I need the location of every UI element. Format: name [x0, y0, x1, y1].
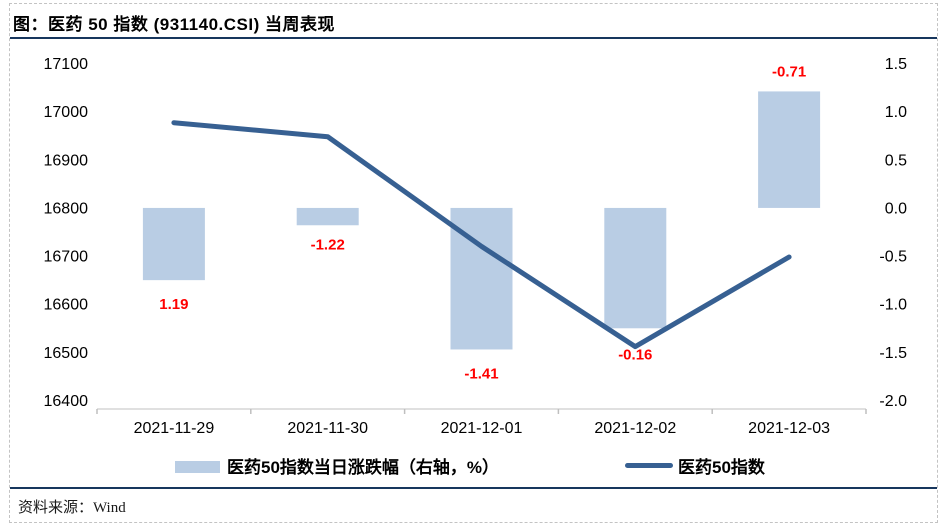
- x-axis-date-label: 2021-12-01: [441, 420, 523, 437]
- right-axis-tick-label: 1.5: [885, 56, 907, 73]
- legend-line-label: 医药50指数: [678, 458, 765, 477]
- bar-daily-change: [142, 207, 205, 281]
- bar-daily-change: [296, 207, 359, 226]
- right-axis-tick-label: 0.0: [885, 200, 907, 217]
- bar-value-label: -1.22: [311, 236, 345, 253]
- x-axis-date-label: 2021-12-03: [748, 420, 830, 437]
- bar-value-label: 1.19: [159, 296, 188, 313]
- bar-daily-change: [758, 91, 821, 208]
- x-axis-date-label: 2021-11-29: [134, 420, 215, 437]
- title-underline: [10, 37, 937, 39]
- right-axis-tick-label: 0.5: [885, 152, 907, 169]
- legend-bar-swatch: [175, 461, 220, 473]
- figure-title: 图：医药 50 指数 (931140.CSI) 当周表现: [13, 15, 335, 34]
- x-axis-date-label: 2021-12-02: [594, 420, 676, 437]
- left-axis-tick-label: 16400: [44, 393, 89, 410]
- bar-daily-change: [604, 207, 667, 329]
- left-axis-tick-label: 16500: [44, 345, 89, 362]
- bar-value-label: -0.16: [618, 346, 652, 363]
- bar-value-label: -1.41: [464, 365, 498, 382]
- x-axis-date-label: 2021-11-30: [287, 420, 368, 437]
- bar-value-label: -0.71: [772, 63, 806, 80]
- legend-line-swatch: [625, 463, 673, 468]
- right-axis-tick-label: 1.0: [885, 104, 907, 121]
- footer-rule: [10, 487, 937, 489]
- right-axis-tick-label: -1.0: [879, 297, 907, 314]
- legend-bar-label: 医药50指数当日涨跌幅（右轴，%）: [227, 458, 500, 477]
- left-axis-tick-label: 17000: [44, 104, 89, 121]
- right-axis-tick-label: -0.5: [879, 249, 907, 266]
- left-axis-tick-label: 16900: [44, 152, 89, 169]
- left-axis-tick-label: 16700: [44, 249, 89, 266]
- left-axis-tick-label: 16600: [44, 297, 89, 314]
- source-note: 资料来源：Wind: [18, 500, 126, 516]
- left-axis-tick-label: 17100: [44, 56, 89, 73]
- index-line-series: [171, 120, 792, 350]
- right-axis-tick-label: -1.5: [879, 345, 907, 362]
- left-axis-tick-label: 16800: [44, 200, 89, 217]
- right-axis-tick-label: -2.0: [879, 393, 907, 410]
